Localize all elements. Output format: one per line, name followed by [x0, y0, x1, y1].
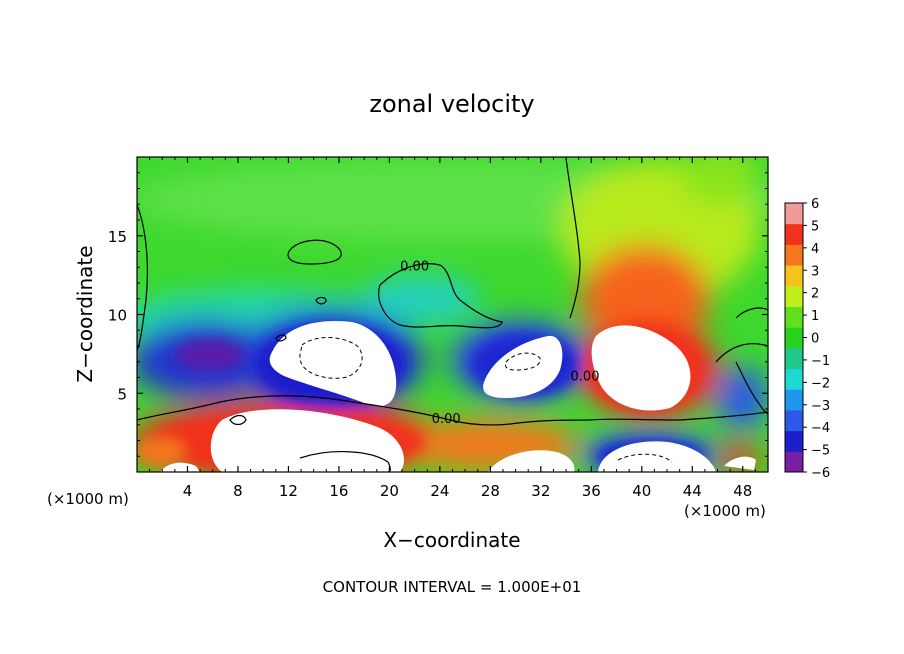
lower-mid-offscale-region: [488, 450, 575, 472]
colorbar-swatch: [785, 389, 803, 411]
y-tick-label: 10: [108, 307, 127, 325]
mid-offscale-region: [483, 335, 563, 398]
right-edge-negative: [716, 366, 768, 430]
x-tick-label: 40: [632, 482, 651, 500]
bottom-right-offscale-region: [724, 456, 756, 470]
right-offscale-region: [591, 325, 691, 411]
chart-title: zonal velocity: [369, 90, 534, 118]
colorbar-tick-label: 6: [811, 197, 819, 212]
colorbar-tick-label: −4: [811, 421, 830, 436]
y-tick-label: 15: [108, 228, 127, 246]
colorbar-swatch: [785, 306, 803, 328]
colorbar-swatch: [785, 451, 803, 473]
dashed-contour-mid: [505, 352, 541, 371]
x-tick-label: 16: [329, 482, 348, 500]
contour-value-label: 0.00: [400, 259, 429, 274]
colorbar-swatch: [785, 409, 803, 432]
center-offscale-region: [269, 320, 397, 407]
x-tick-label: 36: [582, 482, 601, 500]
x-tick-label: 28: [481, 482, 500, 500]
dashed-contour-right: [617, 453, 673, 463]
colorbar: −6 −5 −4 −3 −2 −1 0 1 2 3 4 5 6: [784, 197, 830, 481]
x-axis-label: X−coordinate: [383, 528, 520, 552]
contour-small-loop-b: [275, 334, 287, 342]
colorbar-swatch: [785, 285, 803, 307]
contour-right-edge-inner: [735, 361, 768, 415]
contour-label-group: 0.00 0.00 0.00: [400, 259, 599, 427]
x-axis-ticks: 4 8 12 16 20 24 28 32 36 40 44 48: [149, 157, 756, 500]
colorbar-swatch: [785, 223, 803, 245]
x-tick-label: 24: [430, 482, 449, 500]
contour-value-label: 0.00: [432, 412, 461, 427]
contour-small-loop-c: [229, 414, 247, 426]
contour-small-loop-a: [315, 296, 327, 305]
colorbar-tick-label: 3: [811, 264, 819, 279]
contour-lower-band: [137, 395, 768, 426]
contour-interval-note: CONTOUR INTERVAL = 1.000E+01: [323, 578, 582, 596]
z-unit-label: (×1000 m): [47, 490, 129, 508]
contour-left-edge: [137, 204, 148, 351]
colorbar-tick-label: −1: [811, 354, 830, 369]
contour-upper-center: [378, 263, 503, 329]
colorbar-swatch: [785, 368, 803, 390]
left-purple-core: [175, 339, 245, 371]
contour-lines: [137, 157, 768, 472]
x-tick-label: 44: [683, 482, 702, 500]
right-top-green: [680, 157, 760, 205]
colorbar-tick-label: 4: [811, 242, 819, 257]
contour-value-label: 0.00: [571, 370, 600, 385]
velocity-field: 0.00 0.00 0.00: [137, 157, 768, 472]
colorbar-tick-label: 2: [811, 287, 819, 302]
colorbar-swatch: [785, 265, 803, 287]
y-tick-label: 5: [117, 385, 127, 403]
contour-upper-mid-blob: [287, 239, 342, 265]
colorbar-swatch: [785, 244, 803, 266]
colorbar-swatch: [785, 347, 803, 370]
x-tick-label: 4: [183, 482, 193, 500]
contour-right-upper-loop: [735, 307, 768, 319]
x-unit-label: (×1000 m): [684, 502, 766, 520]
colorbar-tick-label: 5: [811, 219, 819, 234]
y-axis-ticks: 5 10 15: [108, 172, 768, 457]
colorbar-tick-label: −3: [811, 399, 830, 414]
contour-right-vertical: [565, 157, 581, 319]
bottom-left-orange: [137, 438, 185, 466]
contour-right-lobe: [715, 343, 768, 363]
y-axis-label: Z−coordinate: [73, 245, 97, 382]
bottom-left-offscale-region: [160, 462, 200, 472]
dashed-contours: [299, 337, 673, 463]
mid-cyan-tongue: [360, 276, 480, 324]
x-tick-label: 12: [279, 482, 298, 500]
colorbar-swatch: [785, 327, 803, 349]
x-tick-label: 20: [380, 482, 399, 500]
colorbar-tick-label: 0: [811, 332, 819, 347]
colorbar-tick-label: −6: [811, 466, 830, 481]
lower-left-offscale-region: [210, 409, 404, 472]
x-tick-label: 48: [733, 482, 752, 500]
dashed-contour-center: [299, 337, 363, 379]
colorbar-tick-label: −5: [811, 444, 830, 459]
colorbar-swatch: [785, 203, 803, 225]
lower-right-offscale-region: [598, 441, 716, 472]
colorbar-tick-label: 1: [811, 309, 819, 324]
x-tick-label: 8: [233, 482, 243, 500]
x-tick-label: 32: [531, 482, 550, 500]
colorbar-swatch: [785, 430, 803, 452]
colorbar-tick-label: −2: [811, 376, 830, 391]
